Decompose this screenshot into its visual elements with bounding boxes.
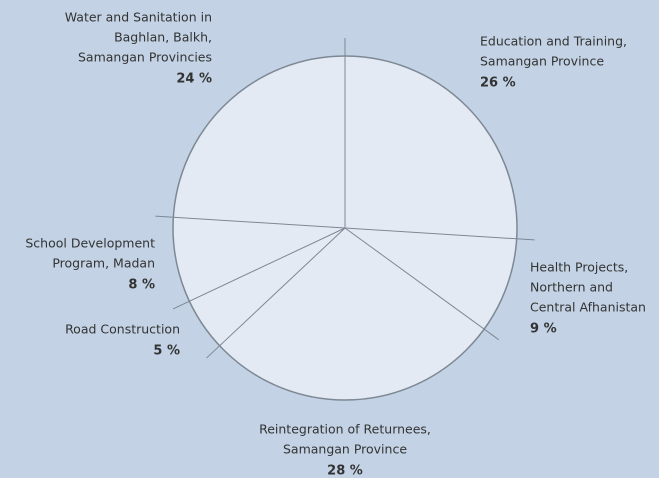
slice-divider: [206, 227, 346, 359]
pie-slice: [219, 228, 485, 401]
slice-label: Samangan Province: [480, 54, 604, 69]
slice-divider: [155, 215, 346, 229]
slice-label: Baghlan, Balkh,: [114, 30, 212, 45]
slice-divider: [172, 227, 346, 310]
pie-slice: [345, 228, 517, 330]
slice-label: Northern and: [530, 280, 613, 295]
slice-label: Samangan Province: [283, 442, 407, 457]
slice-value-label: 9 %: [530, 322, 557, 337]
slice-value-label: 8 %: [128, 278, 155, 293]
slice-label: Samangan Provincies: [78, 50, 212, 65]
slice-label: Health Projects,: [530, 260, 628, 275]
pie-slice: [173, 217, 345, 302]
slice-label: Program, Madan: [52, 256, 155, 271]
slice-value-label: 28 %: [327, 464, 363, 478]
slice-value-label: 24 %: [176, 72, 212, 87]
slice-label: Water and Sanitation in: [65, 10, 212, 25]
slice-label: Education and Training,: [480, 34, 627, 49]
slice-label: Central Afhanistan: [530, 300, 646, 315]
slice-divider: [344, 227, 535, 241]
slice-label: School Development: [25, 236, 155, 251]
pie-slice: [173, 56, 345, 228]
slice-value-label: 26 %: [480, 76, 516, 91]
slice-divider: [344, 227, 500, 341]
pie-slice: [189, 228, 345, 346]
slice-value-label: 5 %: [153, 344, 180, 359]
slice-label: Reintegration of Returnees,: [259, 422, 431, 437]
slice-label: Road Construction: [65, 322, 180, 337]
pie-slice: [345, 56, 517, 239]
